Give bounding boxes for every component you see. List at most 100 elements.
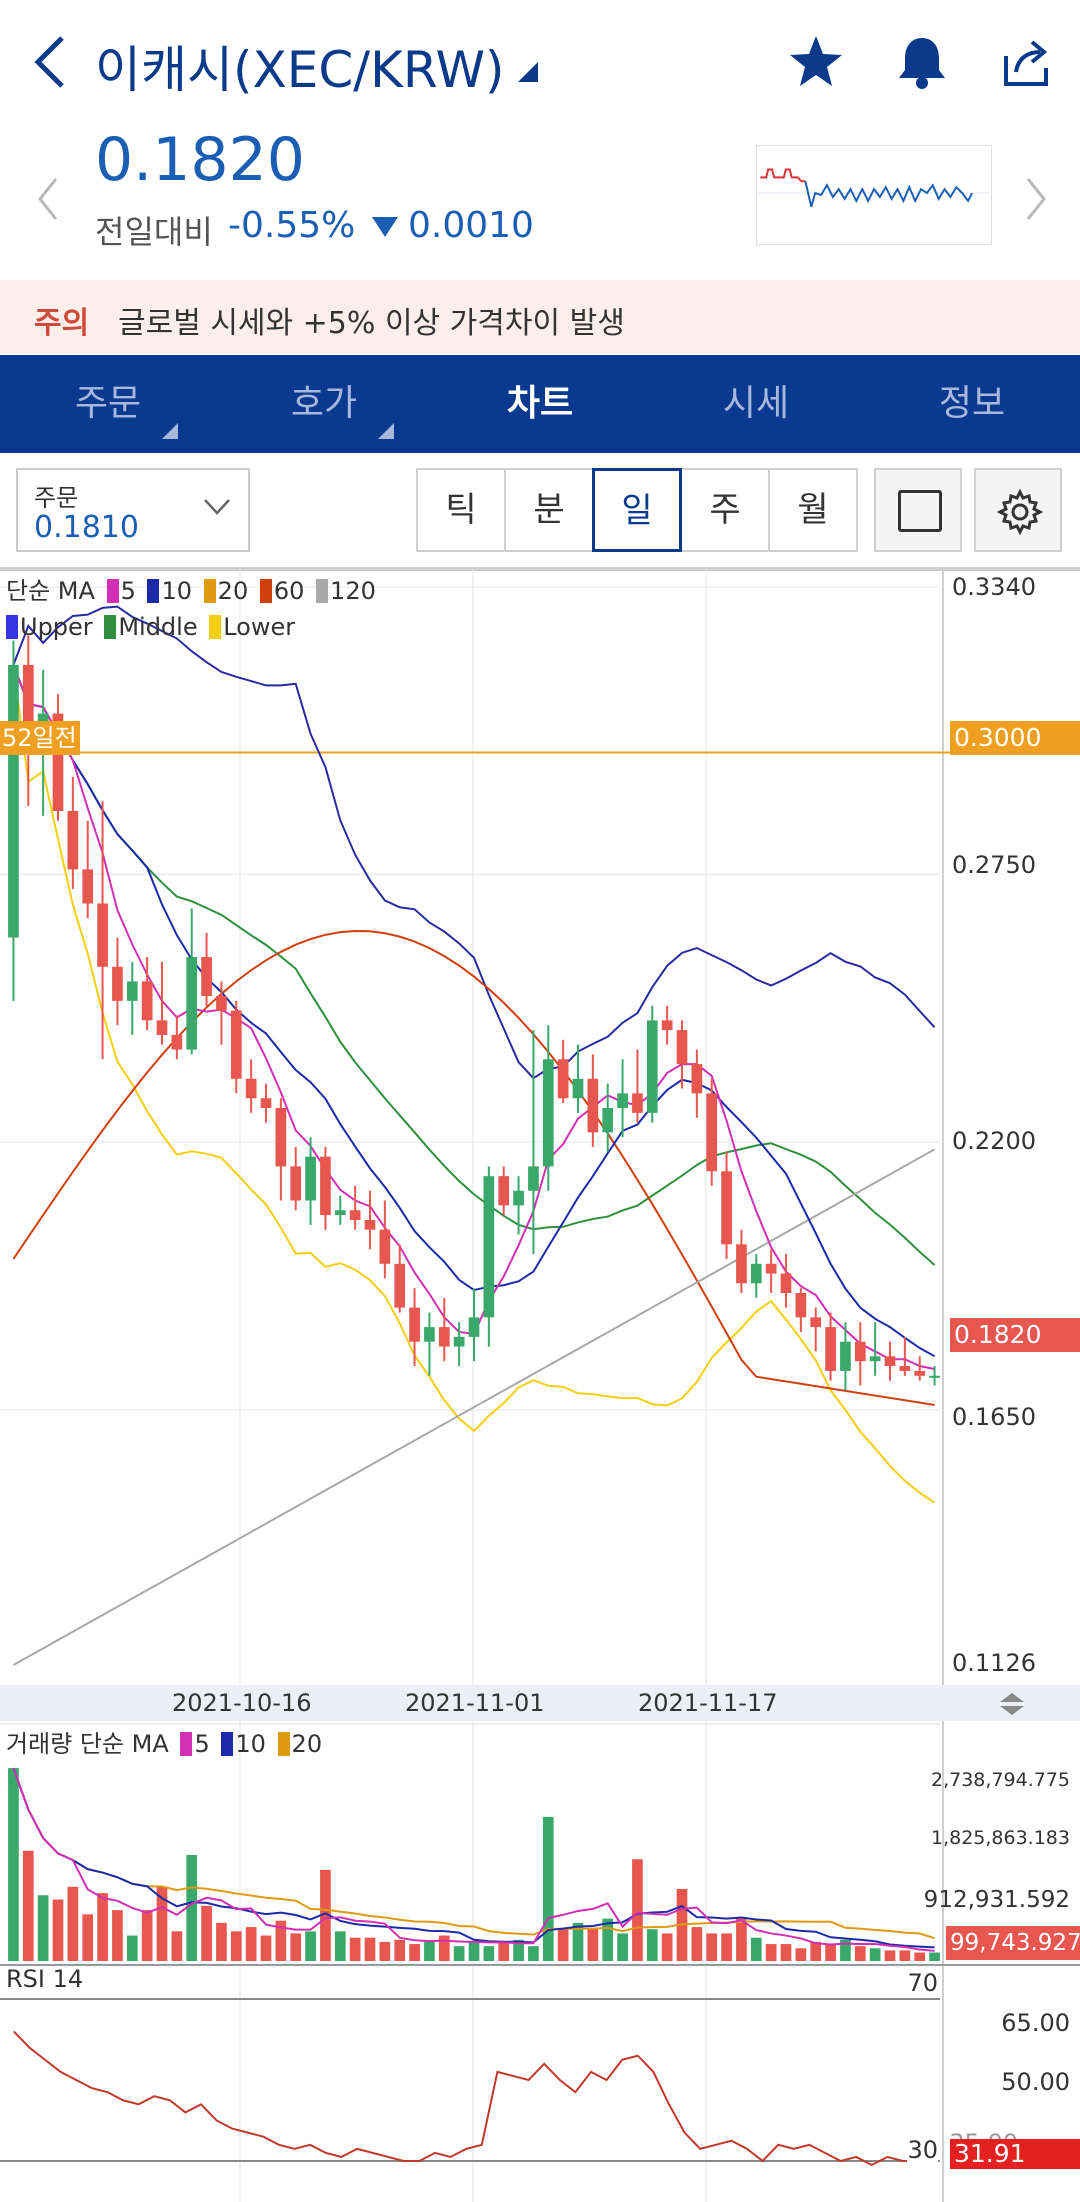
chevron-down-icon (204, 499, 230, 515)
volume-bar (632, 1859, 643, 1961)
candle-body (587, 1078, 599, 1133)
bb-legend-item: Upper (20, 613, 93, 641)
tab-order[interactable]: 주문 (0, 355, 216, 453)
volume-bar (528, 1946, 539, 1961)
candle-body (736, 1244, 747, 1284)
title-dropdown-icon[interactable] (516, 60, 538, 82)
ma120-swatch (316, 579, 329, 603)
bb-upper-swatch (6, 615, 18, 639)
price-axis-label: 0.1650 (952, 1403, 1036, 1431)
volume-bar (468, 1941, 480, 1961)
volume-bar (750, 1937, 762, 1961)
period-month-button[interactable]: 월 (768, 468, 858, 552)
tab-info-label: 정보 (938, 383, 1006, 424)
tab-orderbook-label: 호가 (290, 383, 358, 424)
candle-body (141, 981, 153, 1021)
ma-legend-item: 120 (330, 577, 376, 605)
gear-icon (996, 488, 1044, 536)
candle-body (201, 957, 212, 996)
candle-body (691, 1064, 703, 1094)
change-rate: -0.55% (228, 205, 356, 246)
bb-middle-swatch (104, 615, 117, 639)
rsi-axis-label: 50.00 (1001, 2068, 1070, 2096)
date-label: 2021-11-01 (405, 1689, 545, 1717)
share-icon[interactable] (996, 32, 1056, 92)
candle-body (409, 1307, 420, 1342)
rsi-label: RSI 14 (6, 1965, 84, 1993)
next-coin-arrow-icon[interactable] (1024, 175, 1048, 223)
volume-bar (82, 1914, 94, 1961)
volume-bar (216, 1922, 227, 1961)
volume-bar (840, 1939, 851, 1961)
volume-bar (349, 1937, 361, 1961)
candle-body (424, 1327, 435, 1342)
volume-axis-label: 1,825,863.183 (930, 1827, 1070, 1849)
tab-orderbook[interactable]: 호가 (216, 355, 432, 453)
volume-bar (52, 1899, 64, 1961)
candle-body (780, 1273, 792, 1294)
tab-chart[interactable]: 차트 (432, 355, 648, 453)
volume-bar (438, 1935, 450, 1961)
volume-bar (37, 1895, 49, 1961)
bell-icon[interactable] (892, 32, 952, 92)
volume-bar (67, 1886, 79, 1961)
ma-legend-item: 10 (161, 577, 193, 605)
vma20-swatch (277, 1732, 290, 1756)
candle-body (914, 1370, 926, 1376)
volume-bar (260, 1935, 272, 1961)
candle-body (216, 995, 227, 1011)
volume-legend-item: 5 (194, 1730, 210, 1758)
volume-bar (513, 1939, 524, 1961)
ma60-line (12, 929, 935, 1406)
date-label: 2021-10-16 (172, 1689, 312, 1717)
volume-axis-label: 2,738,794.775 (930, 1769, 1070, 1791)
candle-body (8, 664, 19, 938)
volume-bar (8, 1768, 19, 1961)
ma-legend: 단순 MA 5 10 20 60 120 (6, 571, 376, 606)
volume-current-tag: 99,743.927 (946, 1926, 1080, 1960)
volume-bar (156, 1886, 168, 1961)
volume-legend: 거래량 단순 MA 5 10 20 (6, 1724, 322, 1759)
period-tick-button[interactable]: 틱 (416, 468, 506, 552)
order-price-select[interactable]: 주문 0.1810 (16, 468, 250, 552)
volume-bar (409, 1944, 420, 1961)
period-day-button[interactable]: 일 (592, 468, 682, 552)
candle-body (528, 1166, 539, 1191)
candle-body (513, 1190, 524, 1206)
chart-area[interactable]: 단순 MA 5 10 20 60 120 Upper Middle Lower … (0, 569, 1080, 2202)
vma10-swatch (221, 1732, 234, 1756)
rsi-30-label: 30 (907, 2136, 938, 2164)
fullscreen-button[interactable] (874, 468, 962, 552)
back-arrow-icon[interactable] (30, 34, 74, 90)
star-icon[interactable] (786, 32, 846, 92)
candle-body (884, 1356, 896, 1367)
period-minute-button[interactable]: 분 (504, 468, 594, 552)
chart-settings-button[interactable] (974, 468, 1062, 552)
candle-body (869, 1356, 881, 1362)
candle-body (468, 1317, 480, 1337)
rsi-70-label: 70 (907, 1969, 938, 1997)
ma10-swatch (147, 579, 160, 603)
candle-body (825, 1327, 836, 1371)
chart-canvas[interactable] (0, 569, 1080, 2202)
coin-title[interactable]: 이캐시(XEC/KRW) (95, 41, 505, 99)
square-icon (898, 490, 942, 532)
tab-info[interactable]: 정보 (864, 355, 1080, 453)
candle-body (394, 1263, 406, 1308)
tab-corner-icon (378, 423, 394, 439)
tab-market[interactable]: 시세 (648, 355, 864, 453)
volume-bar (661, 1933, 673, 1961)
volume-bar (914, 1952, 926, 1961)
bb-lower-swatch (209, 615, 222, 639)
volume-bar (542, 1816, 554, 1961)
prev-coin-arrow-icon[interactable] (36, 175, 60, 223)
period-week-button[interactable]: 주 (680, 468, 770, 552)
volume-bar (483, 1946, 495, 1961)
date-axis: 2021-10-16 2021-11-01 2021-11-17 (0, 1685, 1080, 1721)
resize-updown-icon[interactable] (996, 1691, 1028, 1717)
candle-body (438, 1327, 450, 1347)
candle-body (97, 903, 108, 967)
candle-body (260, 1098, 272, 1108)
volume-bar (230, 1931, 242, 1961)
ma-legend-item: 5 (120, 577, 136, 605)
